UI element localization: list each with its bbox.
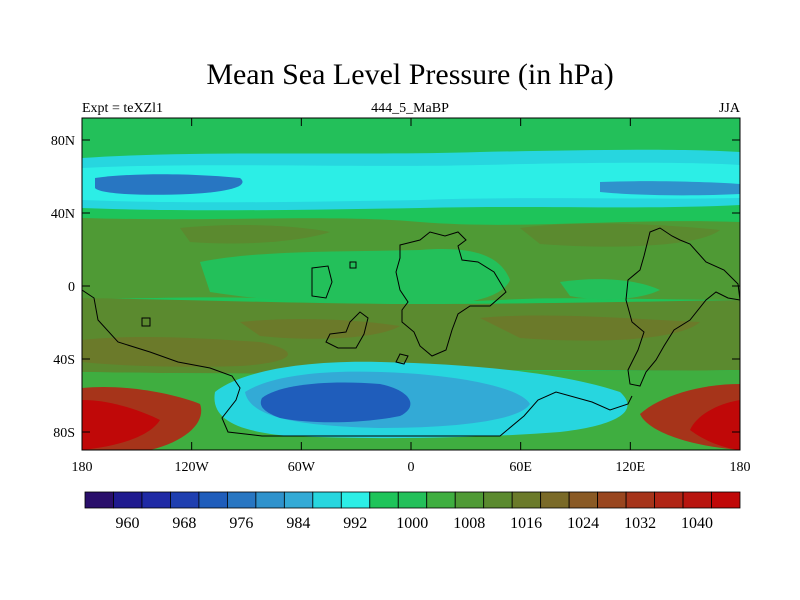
lat-tick-label: 0	[68, 280, 75, 295]
low-antarctic-core	[260, 382, 411, 423]
experiment-label: Expt = teXZl1	[82, 101, 163, 116]
coastline-asia-pacific	[625, 227, 740, 387]
colorbar-label: 992	[343, 515, 367, 532]
plot-title: Mean Sea Level Pressure (in hPa)	[206, 58, 614, 91]
coastline-islet	[395, 353, 409, 365]
longitude-axis: 180 120W 60W 0 60E 120E 180	[72, 118, 751, 475]
colorbar-swatch	[312, 491, 342, 509]
colorbar-swatch	[511, 491, 542, 509]
lon-tick-label: 60E	[509, 460, 532, 475]
low-north-atlantic	[95, 174, 243, 195]
coastline-antarctic-shelf	[82, 289, 633, 437]
lon-tick-label: 120W	[175, 460, 210, 475]
high-antarctic-east-core	[690, 400, 740, 450]
coastline-africa	[395, 231, 507, 357]
season-label: JJA	[718, 101, 740, 116]
colorbar-swatch	[682, 491, 712, 509]
colorbar-label: 1024	[567, 515, 599, 532]
period-label: 444_5_MaBP	[371, 101, 449, 116]
lon-tick-label: 60W	[288, 460, 316, 475]
high-north-pacific	[520, 223, 720, 247]
colorbar-swatch	[198, 491, 228, 509]
colorbar-swatch	[170, 491, 200, 509]
colorbar-swatch	[340, 491, 371, 509]
lat-tick-label: 80S	[53, 426, 75, 441]
lat-tick-label: 40S	[53, 353, 75, 368]
lat-tick-label: 80N	[51, 134, 75, 149]
lon-tick-label: 180	[730, 460, 751, 475]
colorbar-swatch	[397, 491, 428, 509]
high-south-atlantic	[240, 319, 400, 339]
high-south-indian	[480, 315, 700, 341]
low-equatorial-atlantic	[200, 249, 510, 307]
colorbar-swatch	[255, 491, 285, 509]
coastlines	[82, 227, 740, 437]
band-north-low-inner	[82, 162, 740, 203]
colorbar-swatch	[454, 491, 485, 509]
colorbar-swatch	[113, 491, 143, 509]
high-antarctic-west-core	[82, 400, 160, 450]
colorbar-swatch	[226, 491, 257, 509]
colorbar-swatch	[540, 491, 570, 509]
colorbar-swatch	[597, 491, 627, 509]
lon-tick-label: 0	[408, 460, 415, 475]
high-north-atlantic	[180, 225, 330, 244]
colorbar: 960 968 976 984 992 1000 1008 1016 1024 1032 1040	[84, 491, 741, 532]
colorbar-swatch	[625, 491, 655, 509]
colorbar-label: 1032	[624, 515, 656, 532]
colorbar-swatch	[426, 491, 456, 509]
coastline-islet-3	[141, 317, 151, 327]
colorbar-label: 960	[115, 515, 139, 532]
colorbar-label: 1000	[396, 515, 428, 532]
colorbar-label: 1040	[681, 515, 713, 532]
colorbar-swatch	[141, 491, 171, 509]
lon-tick-label: 180	[72, 460, 93, 475]
colorbar-label: 1016	[510, 515, 542, 532]
low-indian	[560, 279, 660, 300]
coastline-south-america	[325, 311, 369, 349]
latitude-axis: 80N 40N 0 40S 80S	[51, 134, 740, 441]
colorbar-label: 1008	[453, 515, 485, 532]
coastline-island	[311, 265, 333, 299]
contour-field	[82, 118, 740, 450]
colorbar-label: 976	[229, 515, 253, 532]
colorbar-swatch	[568, 491, 599, 509]
colorbar-swatch	[283, 491, 314, 509]
high-south-pacific-east	[82, 336, 288, 367]
colorbar-label: 984	[286, 515, 310, 532]
colorbar-swatch	[711, 491, 741, 509]
coastline-islet-2	[349, 261, 357, 269]
colorbar-swatch	[369, 491, 399, 509]
colorbar-swatch	[654, 491, 684, 509]
lon-tick-label: 120E	[616, 460, 646, 475]
low-north-pacific	[600, 181, 740, 196]
lat-tick-label: 40N	[51, 207, 75, 222]
colorbar-label: 968	[172, 515, 196, 532]
colorbar-swatch	[84, 491, 114, 509]
colorbar-swatch	[483, 491, 513, 509]
